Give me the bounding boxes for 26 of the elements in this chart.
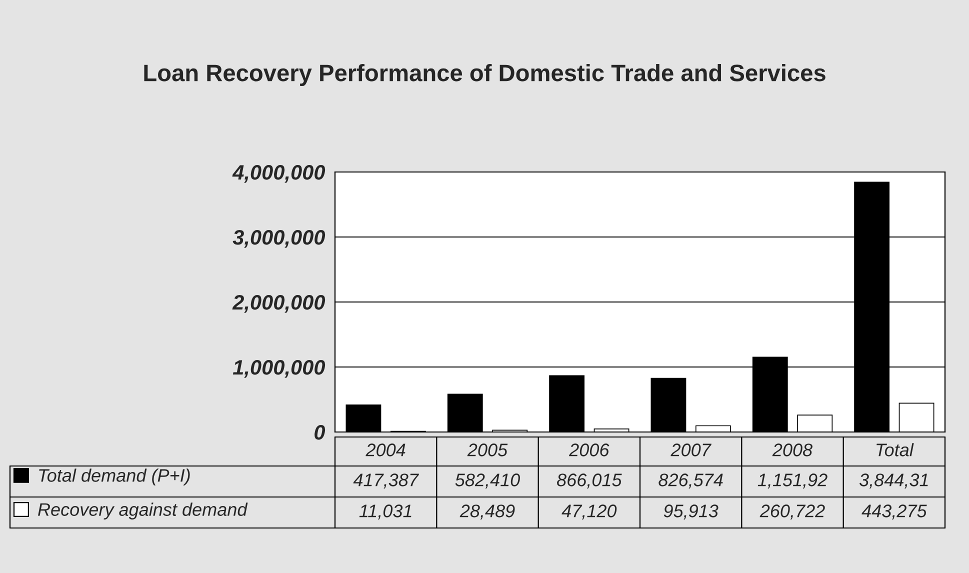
y-tick-label: 2,000,000 [232, 295, 326, 313]
data-label: 826,574 [658, 474, 723, 488]
chart-title: Loan Recovery Performance of Domestic Trade and Services [144, 64, 826, 86]
y-tick-label: 3,000,000 [232, 230, 326, 248]
y-tick-label: 0 [314, 425, 326, 440]
data-label: 47,120 [562, 504, 617, 520]
data-label: 28,489 [460, 504, 515, 520]
data-label: 95,913 [664, 504, 718, 520]
data-label: 260,722 [760, 504, 825, 520]
y-tick-label: 1,000,000 [232, 360, 326, 378]
data-label: 11,031 [359, 504, 412, 520]
x-tick-label: 2007 [670, 444, 712, 456]
y-tick-label: 4,000,000 [232, 165, 326, 183]
data-label: 582,410 [455, 474, 520, 488]
legend-label: Recovery against demand [38, 502, 248, 520]
x-tick-label: 2008 [772, 444, 812, 456]
data-label: 417,387 [353, 474, 420, 488]
x-tick-label: 2005 [467, 444, 508, 456]
x-tick-label: Total [876, 443, 914, 456]
data-label: 3,844,31 [859, 474, 928, 488]
data-label: 443,275 [862, 504, 927, 520]
legend-label: Total demand (P+I) [39, 468, 190, 486]
x-tick-label: 2006 [568, 444, 610, 456]
x-tick-label: 2004 [366, 444, 406, 456]
data-label: 1,151,92 [758, 474, 828, 488]
data-label: 866,015 [557, 474, 622, 488]
